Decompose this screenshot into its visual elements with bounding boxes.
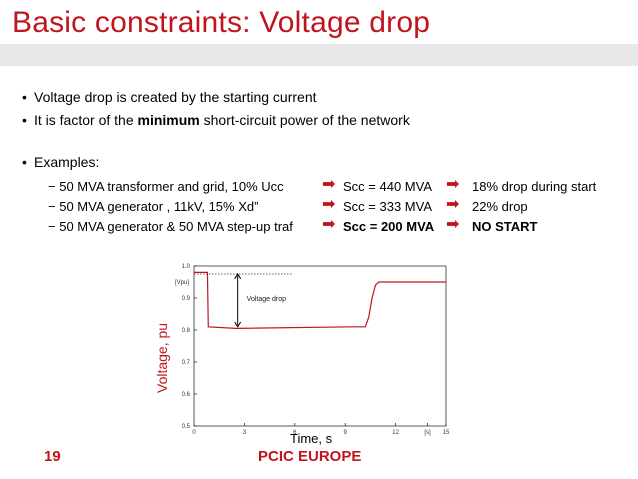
footer-organization: PCIC EUROPE bbox=[258, 448, 362, 465]
arrow-right-icon: ➡ bbox=[446, 176, 460, 193]
y-axis-label: Voltage, pu bbox=[154, 322, 170, 393]
x-tick-label: 9 bbox=[344, 430, 348, 436]
example-1-result: 18% drop during start bbox=[472, 179, 597, 194]
plot-frame bbox=[193, 265, 447, 427]
example-3-result: NO START bbox=[472, 219, 538, 234]
bullet-dot: • bbox=[22, 154, 27, 170]
example-3-scc: Scc = 200 MVA bbox=[343, 219, 435, 234]
example-1-scc: Scc = 440 MVA bbox=[343, 179, 432, 194]
bullet-examples: • Examples: bbox=[22, 154, 99, 170]
dash: − bbox=[48, 199, 56, 214]
bullet-2-text-bold: minimum bbox=[137, 112, 200, 128]
voltage-series-line bbox=[194, 271, 446, 330]
y-tick-label: 0.6 bbox=[182, 392, 191, 398]
x-tick-label: 0 bbox=[192, 430, 196, 436]
y-tick-label: 0.8 bbox=[182, 328, 191, 334]
y-unit-label: [Vpu] bbox=[175, 280, 189, 286]
y-tick-label: 0.5 bbox=[182, 424, 191, 430]
bullet-1: • Voltage drop is created by the starting… bbox=[22, 89, 317, 105]
dash: − bbox=[48, 219, 56, 234]
example-2-case: − 50 MVA generator , 11kV, 15% Xd” bbox=[48, 199, 258, 214]
y-tick-label: 1.0 bbox=[182, 264, 191, 270]
bullet-2-text-pre: It is factor of the bbox=[34, 112, 138, 128]
x-tick-label: 3 bbox=[243, 430, 247, 436]
example-1-case: − 50 MVA transformer and grid, 10% Ucc bbox=[48, 179, 284, 194]
example-2-scc: Scc = 333 MVA bbox=[343, 199, 432, 214]
x-axis-label: Time, s bbox=[290, 431, 333, 446]
page-number: 19 bbox=[44, 448, 61, 465]
x-tick-label: [s] bbox=[424, 430, 431, 436]
annotation-voltage-drop: Voltage drop bbox=[247, 296, 286, 303]
bullet-2: • It is factor of the minimum short-circu… bbox=[22, 112, 410, 128]
title-band bbox=[0, 44, 638, 66]
slide-title: Basic constraints: Voltage drop bbox=[12, 6, 431, 39]
bullet-dot: • bbox=[22, 89, 27, 105]
example-2-result: 22% drop bbox=[472, 199, 528, 214]
bullet-2-text-post: short-circuit power of the network bbox=[199, 112, 410, 128]
y-tick-label: 0.7 bbox=[182, 360, 191, 366]
bullet-1-text: Voltage drop is created by the starting … bbox=[34, 89, 317, 105]
example-2-case-text: 50 MVA generator , 11kV, 15% Xd” bbox=[59, 199, 259, 214]
arrow-right-icon: ➡ bbox=[446, 216, 460, 233]
arrow-right-icon: ➡ bbox=[322, 176, 336, 193]
y-tick-label: 0.9 bbox=[182, 296, 191, 302]
x-tick-label: 15 bbox=[443, 430, 450, 436]
arrow-right-icon: ➡ bbox=[322, 216, 336, 233]
examples-label: Examples: bbox=[34, 154, 100, 170]
x-tick-label: 6 bbox=[293, 430, 297, 436]
arrow-right-icon: ➡ bbox=[446, 196, 460, 213]
example-1-case-text: 50 MVA transformer and grid, 10% Ucc bbox=[59, 179, 284, 194]
dash: − bbox=[48, 179, 56, 194]
x-tick-label: 12 bbox=[392, 430, 399, 436]
example-3-case-text: 50 MVA generator & 50 MVA step-up traf bbox=[59, 219, 293, 234]
example-3-case: − 50 MVA generator & 50 MVA step-up traf bbox=[48, 219, 293, 234]
arrow-up-head-icon bbox=[234, 273, 242, 280]
bullet-dot: • bbox=[22, 112, 27, 128]
arrow-down-head-icon bbox=[234, 321, 242, 328]
arrow-right-icon: ➡ bbox=[322, 196, 336, 213]
